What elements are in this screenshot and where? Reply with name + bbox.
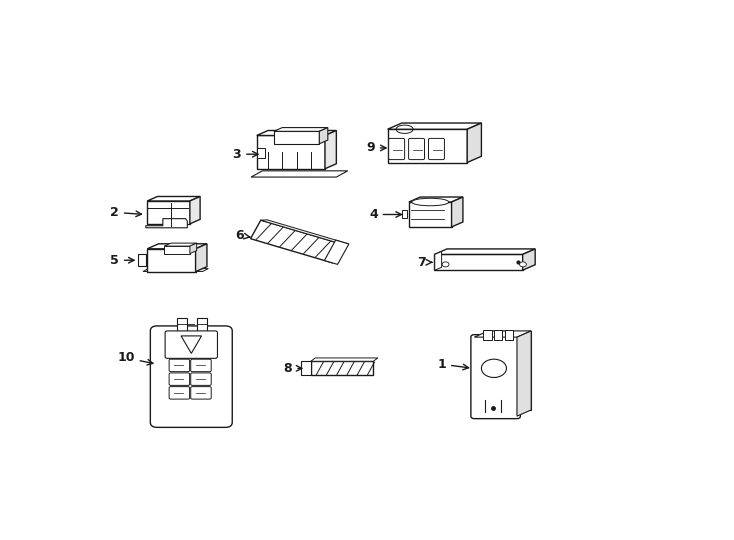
Polygon shape — [409, 197, 463, 202]
Ellipse shape — [412, 198, 448, 206]
FancyBboxPatch shape — [409, 138, 424, 160]
Bar — [505, 330, 513, 341]
Polygon shape — [190, 243, 197, 254]
Polygon shape — [257, 136, 325, 168]
Polygon shape — [523, 249, 535, 270]
FancyBboxPatch shape — [169, 373, 189, 386]
Circle shape — [442, 262, 449, 267]
Polygon shape — [451, 197, 463, 227]
Text: 5: 5 — [110, 254, 134, 267]
Text: 3: 3 — [233, 148, 258, 161]
FancyBboxPatch shape — [471, 335, 520, 418]
Polygon shape — [409, 202, 451, 227]
Polygon shape — [181, 336, 202, 353]
Polygon shape — [190, 197, 200, 224]
Bar — [300, 361, 310, 375]
Polygon shape — [319, 127, 328, 144]
Polygon shape — [467, 123, 482, 163]
FancyBboxPatch shape — [191, 387, 211, 399]
Polygon shape — [435, 254, 523, 270]
Bar — [483, 330, 492, 341]
Bar — [197, 319, 207, 331]
Circle shape — [520, 262, 526, 267]
Circle shape — [482, 359, 506, 377]
Polygon shape — [195, 244, 207, 272]
Polygon shape — [251, 171, 348, 177]
FancyBboxPatch shape — [150, 326, 232, 427]
Bar — [401, 211, 407, 218]
Polygon shape — [148, 249, 195, 272]
Polygon shape — [143, 268, 208, 272]
Polygon shape — [435, 252, 442, 270]
Polygon shape — [257, 131, 336, 136]
FancyBboxPatch shape — [389, 138, 404, 160]
Bar — [177, 319, 187, 331]
Polygon shape — [148, 201, 190, 224]
Polygon shape — [489, 331, 531, 410]
Polygon shape — [310, 358, 378, 361]
Polygon shape — [435, 249, 535, 254]
Polygon shape — [250, 220, 343, 263]
Text: 7: 7 — [418, 256, 432, 269]
Text: 2: 2 — [110, 206, 142, 219]
Bar — [310, 361, 374, 375]
Polygon shape — [148, 197, 200, 201]
Polygon shape — [139, 254, 146, 266]
Polygon shape — [388, 129, 467, 163]
Polygon shape — [164, 246, 190, 254]
Polygon shape — [148, 244, 207, 249]
Polygon shape — [388, 123, 482, 129]
FancyBboxPatch shape — [169, 359, 189, 372]
Polygon shape — [164, 243, 197, 246]
FancyBboxPatch shape — [191, 373, 211, 386]
Polygon shape — [474, 331, 531, 337]
Text: 10: 10 — [117, 352, 153, 365]
Text: 8: 8 — [283, 362, 302, 375]
Text: 1: 1 — [437, 357, 468, 370]
Polygon shape — [146, 219, 187, 228]
FancyBboxPatch shape — [429, 138, 445, 160]
Text: 9: 9 — [366, 141, 386, 154]
Polygon shape — [274, 127, 328, 131]
Polygon shape — [324, 240, 349, 265]
FancyBboxPatch shape — [165, 331, 217, 359]
Polygon shape — [274, 131, 319, 144]
FancyBboxPatch shape — [169, 387, 189, 399]
Bar — [257, 148, 265, 158]
Polygon shape — [517, 331, 531, 416]
Text: 6: 6 — [236, 229, 250, 242]
Polygon shape — [261, 220, 349, 244]
Bar — [494, 330, 503, 341]
FancyBboxPatch shape — [191, 359, 211, 372]
Polygon shape — [325, 131, 336, 168]
Text: 4: 4 — [369, 208, 401, 221]
